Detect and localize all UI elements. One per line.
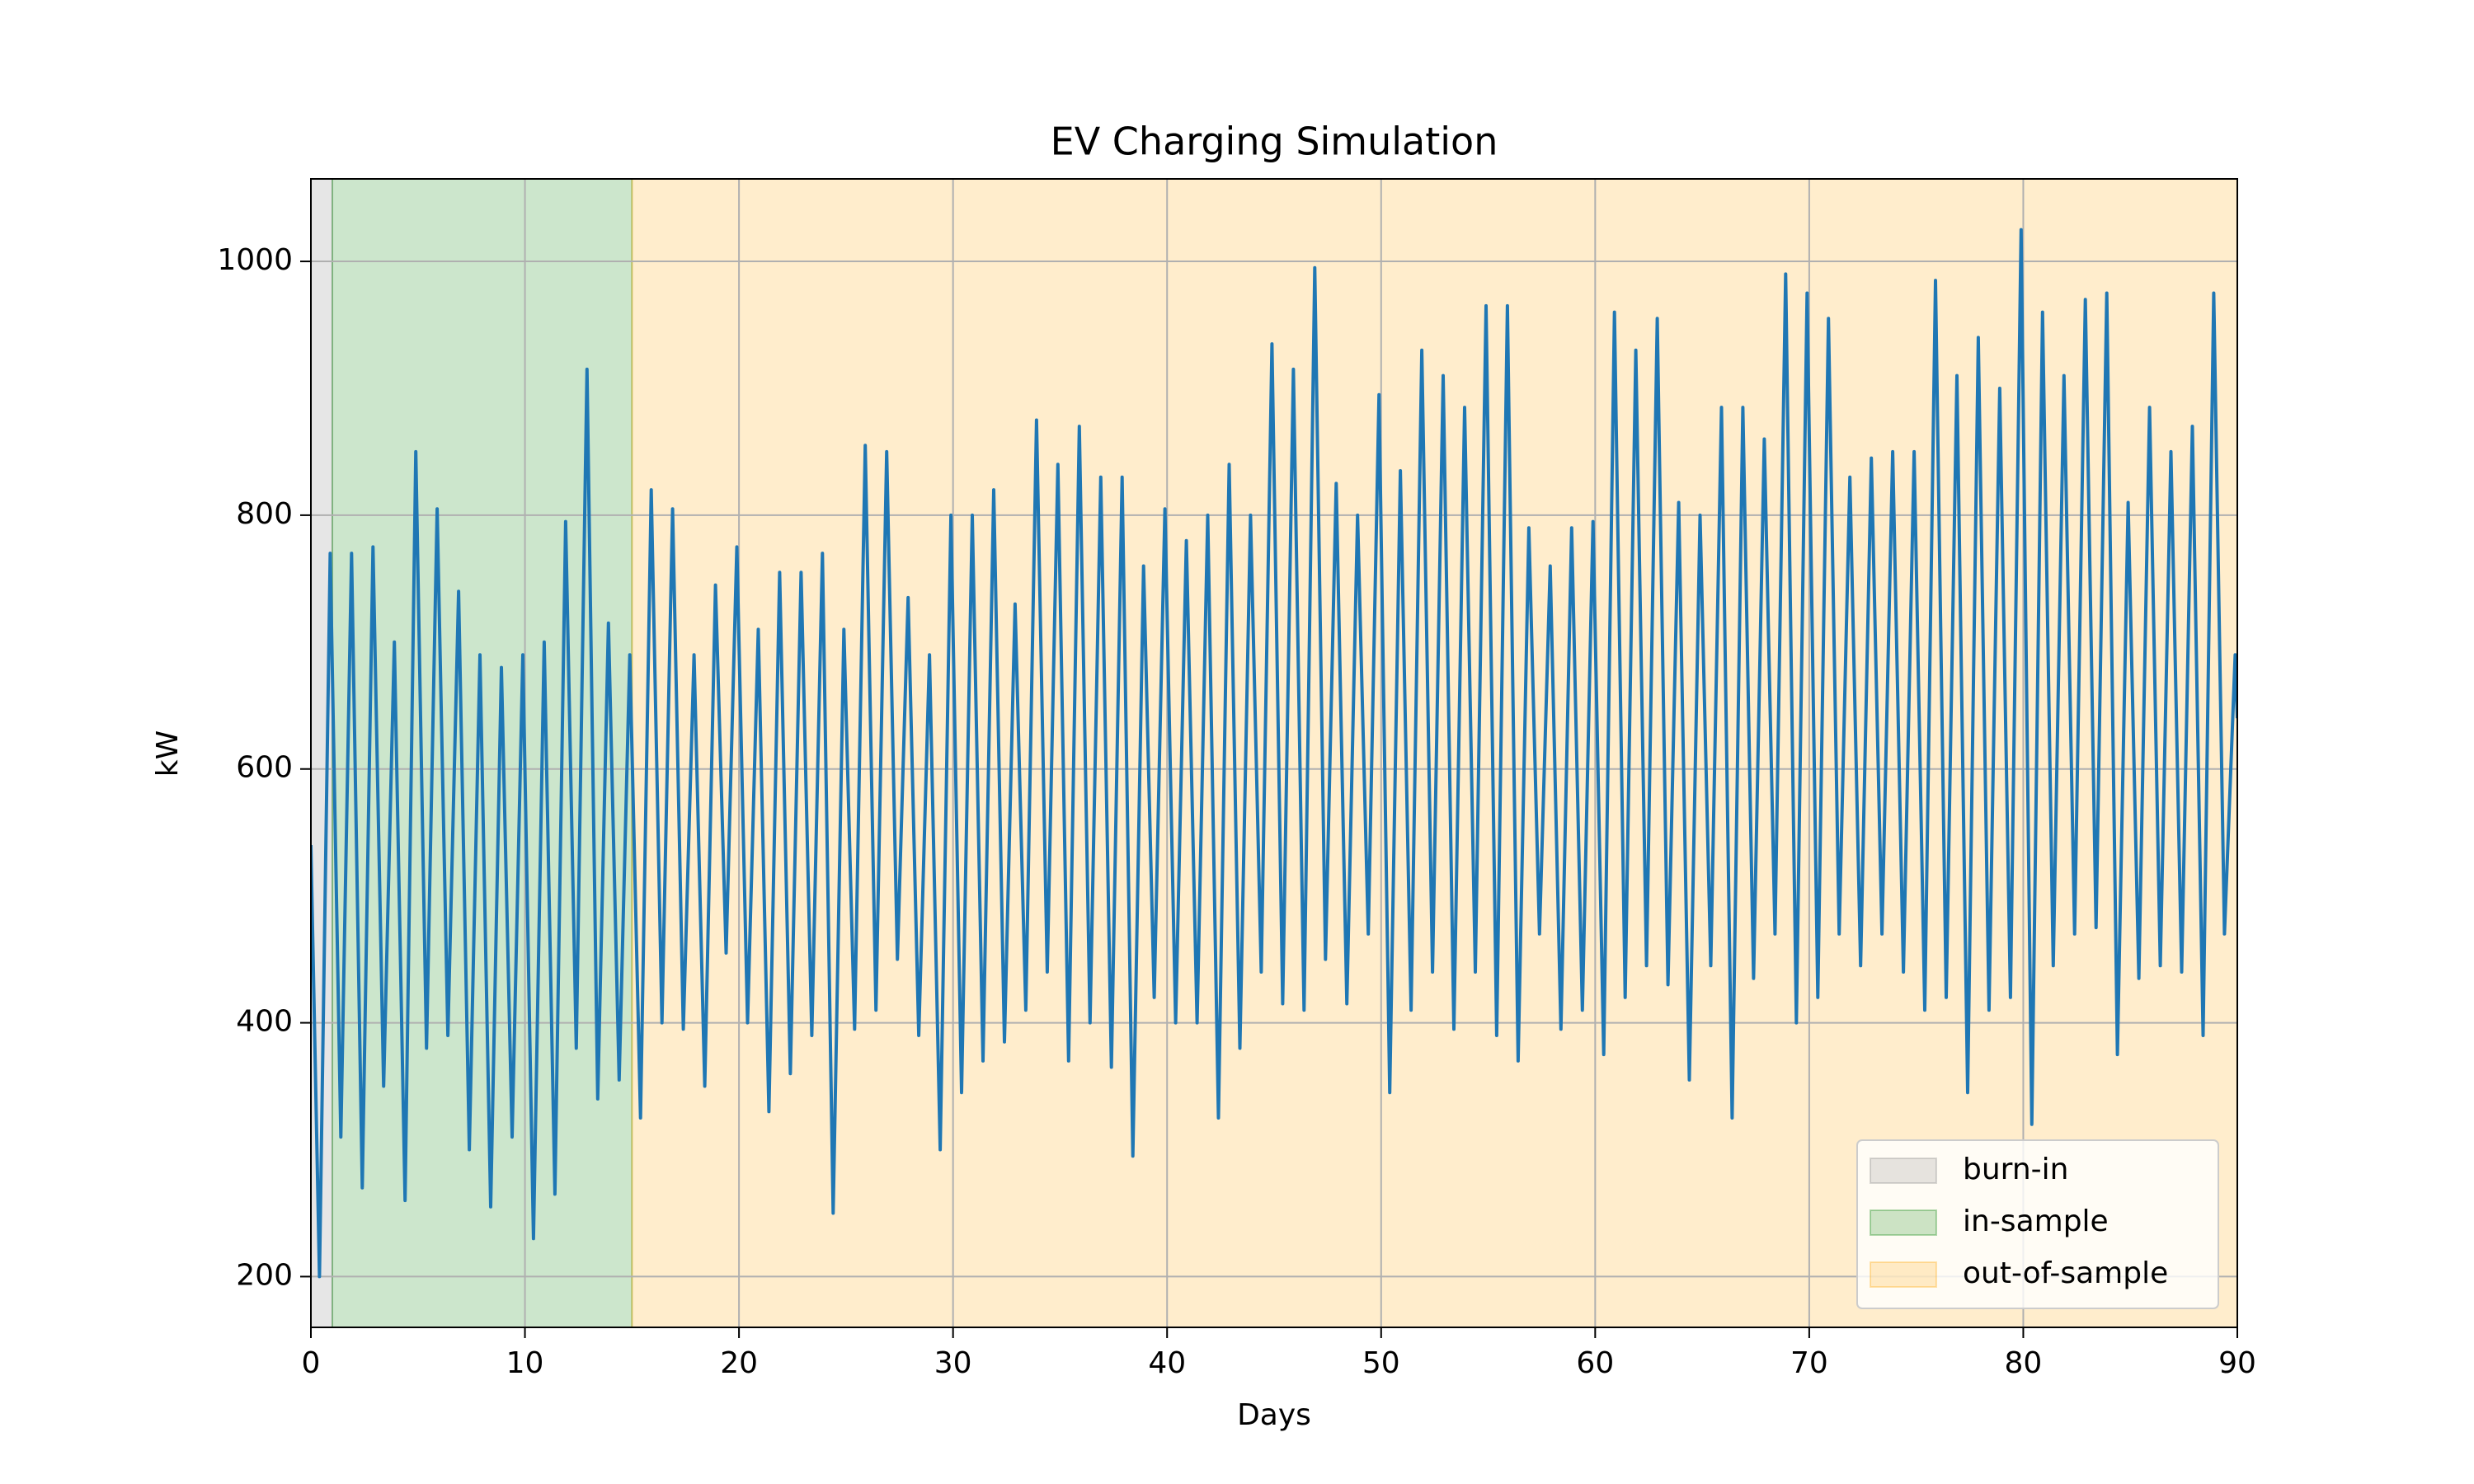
x-axis-label: Days (1237, 1398, 1311, 1432)
x-tick-label: 60 (1576, 1346, 1614, 1380)
legend-swatch (1870, 1158, 1937, 1184)
y-tick-label: 800 (236, 497, 293, 531)
x-tick-label: 40 (1148, 1346, 1186, 1380)
x-tick-label: 90 (2218, 1346, 2256, 1380)
y-tick-label: 600 (236, 751, 293, 785)
legend-swatch (1870, 1209, 1937, 1236)
legend-label: burn-in (1963, 1153, 2068, 1186)
chart-title: EV Charging Simulation (1051, 120, 1498, 164)
data-line (311, 228, 2237, 1279)
x-tick-label: 30 (934, 1346, 972, 1380)
legend-label: out-of-sample (1963, 1256, 2168, 1290)
legend-swatch (1870, 1261, 1937, 1288)
x-tick-label: 50 (1362, 1346, 1400, 1380)
y-tick-label: 1000 (217, 243, 293, 277)
y-axis-label: kW (151, 730, 185, 777)
y-tick-label: 400 (236, 1005, 293, 1039)
x-tick-label: 0 (302, 1346, 321, 1380)
y-tick-label: 200 (236, 1258, 293, 1292)
plot-frame (310, 178, 2238, 1328)
x-tick-label: 10 (506, 1346, 544, 1380)
legend-label: in-sample (1963, 1205, 2109, 1238)
x-tick-label: 20 (720, 1346, 758, 1380)
legend-box (1856, 1139, 2219, 1309)
x-tick-label: 70 (1790, 1346, 1828, 1380)
x-tick-label: 80 (2005, 1346, 2043, 1380)
